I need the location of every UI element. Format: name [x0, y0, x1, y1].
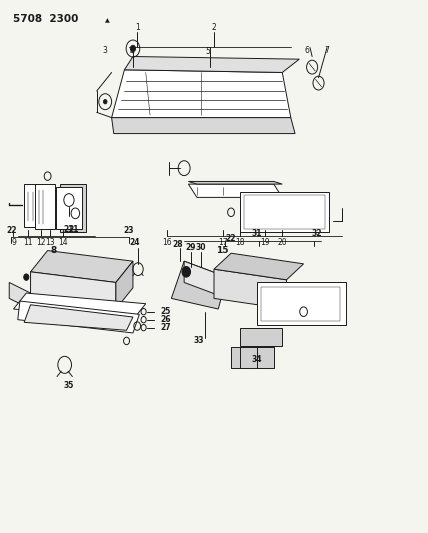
Polygon shape: [60, 184, 86, 232]
Text: 15: 15: [216, 246, 229, 255]
Circle shape: [104, 100, 107, 104]
Bar: [257, 282, 346, 325]
Text: 24: 24: [130, 238, 140, 247]
Text: 29: 29: [185, 244, 196, 253]
Text: 33: 33: [194, 336, 204, 345]
Bar: [240, 192, 329, 232]
Text: 14: 14: [58, 238, 67, 247]
Bar: [261, 287, 340, 321]
Text: 26: 26: [160, 315, 171, 324]
Text: 35: 35: [64, 381, 74, 390]
Polygon shape: [112, 70, 291, 118]
Bar: [244, 195, 325, 229]
Circle shape: [131, 45, 136, 52]
Text: 1: 1: [135, 23, 140, 33]
Text: 13: 13: [45, 238, 54, 247]
Text: 11: 11: [24, 238, 33, 247]
Polygon shape: [184, 261, 227, 298]
Text: 32: 32: [311, 229, 321, 238]
Polygon shape: [214, 269, 286, 309]
Polygon shape: [188, 181, 282, 184]
Text: 2: 2: [211, 23, 217, 33]
Polygon shape: [24, 305, 133, 330]
Text: 28: 28: [172, 240, 183, 249]
Polygon shape: [56, 187, 82, 229]
Polygon shape: [240, 328, 282, 346]
Text: 5: 5: [205, 47, 211, 56]
Text: 20: 20: [277, 238, 287, 247]
Bar: [231, 348, 274, 368]
Polygon shape: [171, 261, 227, 309]
Polygon shape: [125, 56, 299, 72]
Polygon shape: [214, 253, 303, 280]
Text: ▲: ▲: [105, 18, 110, 23]
Text: 9: 9: [11, 238, 16, 247]
Text: 31: 31: [251, 229, 262, 238]
Circle shape: [24, 274, 29, 280]
Text: 27: 27: [160, 323, 171, 332]
Polygon shape: [9, 282, 30, 309]
Circle shape: [182, 266, 190, 277]
Text: 21: 21: [64, 225, 74, 234]
Polygon shape: [18, 301, 140, 333]
Text: 4: 4: [129, 47, 134, 56]
Text: 12: 12: [36, 238, 46, 247]
Polygon shape: [112, 118, 295, 134]
Text: 16: 16: [162, 238, 172, 247]
Polygon shape: [30, 272, 116, 309]
Text: 22: 22: [226, 234, 236, 243]
Polygon shape: [188, 184, 282, 197]
Text: 21: 21: [68, 225, 78, 234]
Text: 7: 7: [324, 46, 330, 55]
Polygon shape: [30, 251, 133, 282]
Bar: [35, 184, 55, 229]
Bar: [24, 184, 43, 227]
Text: 3: 3: [103, 46, 108, 55]
Polygon shape: [116, 261, 133, 309]
Text: 5708  2300: 5708 2300: [14, 14, 79, 25]
Polygon shape: [14, 293, 146, 320]
Text: 6: 6: [305, 46, 309, 55]
Text: 23: 23: [123, 226, 134, 235]
Text: 8: 8: [51, 246, 57, 255]
Text: 25: 25: [160, 307, 171, 316]
Text: 19: 19: [260, 238, 270, 247]
Text: 17: 17: [218, 238, 227, 247]
Text: 18: 18: [235, 238, 244, 247]
Text: 22: 22: [6, 226, 17, 235]
Text: 30: 30: [196, 244, 206, 253]
Text: 34: 34: [251, 355, 262, 364]
